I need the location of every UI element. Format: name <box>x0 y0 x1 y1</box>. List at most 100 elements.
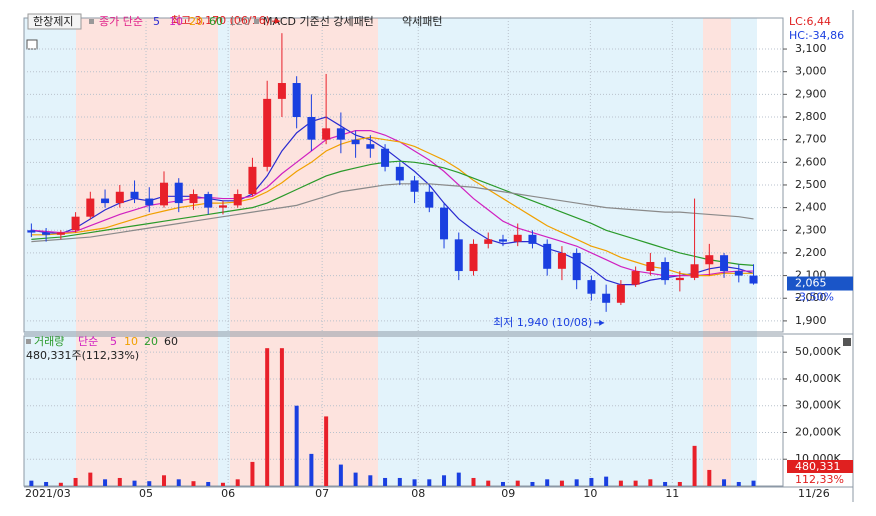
volume-bar <box>353 472 358 486</box>
x-tick-label: 11 <box>665 487 679 500</box>
volume-bar <box>515 480 520 486</box>
candle-body <box>71 216 80 231</box>
candle-body <box>27 230 36 233</box>
price-frame <box>23 17 784 333</box>
volume-bar <box>456 472 461 486</box>
volume-bar <box>751 480 756 486</box>
volume-bar <box>442 475 447 486</box>
volume-bar <box>176 479 181 486</box>
volume-bar <box>574 479 579 486</box>
candle-body <box>454 239 463 272</box>
volume-bar <box>103 479 108 486</box>
volume-bar <box>162 475 167 486</box>
volume-bar <box>265 348 270 486</box>
last-price-box <box>787 276 853 291</box>
y-tick-label: 2,600 <box>795 155 827 168</box>
stock-box[interactable] <box>27 13 82 30</box>
grid-icon[interactable] <box>26 39 38 50</box>
y-tick-label: 3,000 <box>795 65 827 78</box>
volume-bar <box>692 445 697 486</box>
y-tick-label: 2,200 <box>795 246 827 259</box>
candle-body <box>292 83 301 118</box>
volume-bar <box>589 477 594 486</box>
candle-body <box>160 182 169 206</box>
volume-bar <box>736 481 741 486</box>
hc-label: HC:-34,86 <box>789 29 844 42</box>
candle-body <box>233 194 242 206</box>
ma-label: 종가 단순 <box>99 15 143 28</box>
volume-bar <box>530 481 535 486</box>
plot: 2021/03 05 06 07 08 09 10 111,9002,0002,1002,20… <box>24 14 853 500</box>
candle-body <box>86 198 95 217</box>
candle-body <box>410 180 419 192</box>
last-volume: 480,331 <box>795 460 841 473</box>
change: -3,50% <box>795 291 834 304</box>
candle-body <box>543 243 552 269</box>
candle-body <box>572 252 581 281</box>
y-tick-label: 3,100 <box>795 42 827 55</box>
pattern-bands <box>24 18 757 486</box>
volume-bar <box>147 481 152 486</box>
volume-bar <box>206 481 211 486</box>
bull-band <box>24 18 76 486</box>
x-tick-label: 10 <box>583 487 597 500</box>
legend-entry: 120 <box>229 15 250 28</box>
bear-band <box>76 18 218 486</box>
candle-body <box>602 293 611 303</box>
volume-bar <box>294 405 299 486</box>
candle-body <box>749 275 758 284</box>
volume-bar <box>559 480 564 486</box>
candle-body <box>366 144 375 149</box>
x-tick-label: 08 <box>411 487 425 500</box>
volume-bar <box>677 481 682 486</box>
volume-bar <box>604 476 609 486</box>
volume-bar <box>383 477 388 486</box>
last-price: 2,065 <box>795 277 827 290</box>
y-tick-label: 30,000K <box>795 399 841 412</box>
volume-bar <box>500 481 505 486</box>
last-ratio: 112,33% <box>795 473 844 486</box>
candle-body <box>675 277 684 281</box>
candle-body <box>498 239 507 242</box>
ma-line <box>31 160 754 266</box>
bull-band <box>218 18 230 486</box>
candle-body <box>528 234 537 244</box>
candle-body <box>101 198 110 204</box>
volume-bar <box>250 461 255 486</box>
panel-button[interactable] <box>843 338 851 346</box>
volume-frame <box>23 335 784 487</box>
legend-entry: 5 <box>110 335 117 348</box>
legend-entry: 20 <box>189 15 203 28</box>
legend-icon <box>89 19 94 24</box>
lc-label: LC:6,44 <box>789 15 831 28</box>
candle-body <box>351 139 360 145</box>
y-tick-label: 2,900 <box>795 87 827 100</box>
volume-ma-label: 단순 <box>78 335 98 348</box>
volume-info: 480,331주(112,33%) <box>26 349 139 362</box>
volume-bar <box>132 480 137 486</box>
stock-name: 한창제지 <box>33 15 73 28</box>
pattern-label: 약세패턴 <box>402 14 442 28</box>
volume-bar <box>486 480 491 486</box>
arrow-head <box>599 319 605 326</box>
x-tick-label: 2021/03 <box>25 487 71 500</box>
candle-body <box>734 271 743 276</box>
candle-body <box>115 191 124 204</box>
bull-band <box>378 18 703 486</box>
x-tick-label: 09 <box>501 487 515 500</box>
candle-body <box>587 280 596 294</box>
y-tick-label: 50,000K <box>795 345 841 358</box>
x-tick-label: 05 <box>139 487 153 500</box>
annotation: 최고 3,170 (06/16) <box>171 14 270 27</box>
volume-bar <box>618 480 623 486</box>
volume-bar <box>88 472 93 486</box>
candle-body <box>130 191 139 199</box>
candle-body <box>248 166 257 195</box>
pattern-label: MACD 기준선 강세패턴 <box>263 15 374 28</box>
volume-bar <box>309 453 314 486</box>
candle-body <box>469 243 478 272</box>
bear-band <box>709 18 731 486</box>
volume-bar <box>427 479 432 486</box>
